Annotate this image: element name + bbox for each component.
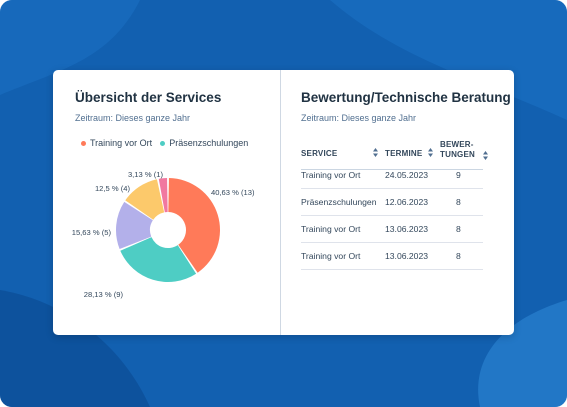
cell-termin: 12.06.2023 — [385, 197, 429, 207]
cell-service: Training vor Ort — [301, 170, 361, 180]
table-header-border — [301, 169, 483, 170]
cell-service: Präsenzschulungen — [301, 197, 377, 207]
dashboard-card: Übersicht der Services Zeitraum: Dieses … — [53, 70, 514, 335]
donut-slice[interactable] — [125, 179, 165, 220]
cell-bewertung: 8 — [456, 197, 461, 207]
table-row[interactable]: Training vor Ort 13.06.2023 8 — [301, 242, 483, 270]
chart-legend: Training vor Ort Präsenzschulungen — [81, 138, 256, 148]
column-header-bewertungen-line1: BEWER- — [440, 140, 474, 149]
donut-slice[interactable] — [158, 178, 168, 213]
slice-data-label: 28,13 % (9) — [84, 290, 124, 299]
cell-bewertung: 9 — [456, 170, 461, 180]
slice-data-label: 40,63 % (13) — [211, 188, 255, 197]
cell-service: Training vor Ort — [301, 251, 361, 261]
cell-termin: 24.05.2023 — [385, 170, 429, 180]
table-row[interactable]: Training vor Ort 24.05.2023 9 — [301, 161, 483, 189]
services-overview-title: Übersicht der Services — [75, 90, 222, 105]
donut-slice[interactable] — [116, 201, 153, 250]
rating-title: Bewertung/Technische Beratung — [301, 90, 511, 105]
services-period: Zeitraum: Dieses ganze Jahr — [75, 113, 191, 123]
slice-data-label: 3,13 % (1) — [128, 170, 164, 179]
legend-item-praesenz[interactable]: Präsenzschulungen — [160, 138, 248, 148]
column-header-bewertungen[interactable]: BEWER- TUNGEN — [440, 140, 475, 160]
table-row[interactable]: Präsenzschulungen 12.06.2023 8 — [301, 188, 483, 216]
cell-bewertung: 8 — [456, 224, 461, 234]
legend-label: Präsenzschulungen — [169, 138, 249, 148]
legend-item-training[interactable]: Training vor Ort — [81, 138, 152, 148]
table-row[interactable]: Training vor Ort 13.06.2023 8 — [301, 215, 483, 243]
column-header-service[interactable]: SERVICE — [301, 149, 338, 158]
sort-icon[interactable] — [373, 148, 378, 157]
panel-divider — [280, 70, 281, 335]
cell-termin: 13.06.2023 — [385, 224, 429, 234]
slice-data-label: 12,5 % (4) — [95, 184, 131, 193]
cell-bewertung: 8 — [456, 251, 461, 261]
column-header-termine[interactable]: TERMINE — [385, 149, 423, 158]
column-header-bewertungen-line2: TUNGEN — [440, 150, 475, 159]
cell-termin: 13.06.2023 — [385, 251, 429, 261]
sort-icon[interactable] — [483, 151, 488, 160]
legend-label: Training vor Ort — [90, 138, 153, 148]
rating-period: Zeitraum: Dieses ganze Jahr — [301, 113, 417, 123]
services-donut-chart: 40,63 % (13) 28,13 % (9) 15,63 % (5) 12,5 %… — [72, 170, 255, 299]
donut-slice[interactable] — [120, 237, 197, 282]
legend-dot-icon — [81, 140, 86, 146]
donut-slice[interactable] — [168, 178, 221, 273]
legend-dot-icon — [160, 140, 166, 146]
slice-data-label: 15,63 % (5) — [72, 228, 112, 237]
cell-service: Training vor Ort — [301, 224, 361, 234]
sort-icon[interactable] — [428, 148, 433, 157]
